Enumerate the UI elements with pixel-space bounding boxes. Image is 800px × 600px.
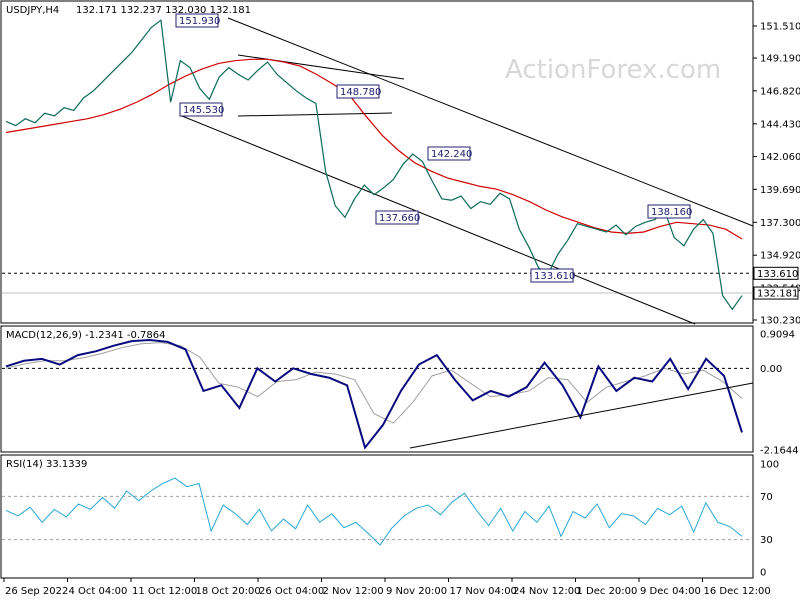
rsi-panel-frame [0,454,754,579]
chart-header: USDJPY,H4 [6,5,59,16]
rsi-line [5,477,743,546]
support-price-label: 133.610 [757,269,798,280]
annotation-box [179,102,223,117]
x-tick-label: 11 Oct 12:00 [132,586,197,597]
trend-lines [181,17,754,325]
annotation-label: 137.660 [379,213,420,224]
macd-trend-line [409,382,754,449]
macd-signal-line [5,342,743,424]
price-tick-label: 137.300 [760,218,800,229]
price-tick-label: 149.190 [760,54,800,65]
price-panel-frame [0,0,754,324]
moving-average-line [5,58,743,240]
x-tick-label: 1 Dec 20:00 [577,586,638,597]
x-tick-label: 26 Oct 04:00 [259,586,324,597]
annotation-label: 145.530 [183,105,224,116]
annotation-label: 151.930 [179,16,220,27]
price-tick-label: 134.920 [760,251,800,262]
triangle-lower-line [237,112,393,117]
annotation-label: 148.780 [340,87,381,98]
annotation-label: 142.240 [431,149,472,160]
rsi-layer: 100 70 30 0 [2,460,779,579]
x-tick-label: 16 Dec 12:00 [704,586,771,597]
current-price-box [753,286,799,300]
annotation-box [427,146,471,161]
x-tick-label: 26 Sep 2022 [5,586,68,597]
annotation-box [175,13,219,28]
annotation-label: 138.160 [651,207,692,218]
price-annotations: 151.930 145.530 148.780 142.240 137.660 133.6… [175,13,692,283]
price-tick-label: 139.690 [760,185,800,196]
macd-layer: 0.9094 0.00 -2.1644 [2,330,799,457]
current-price-label: 132.181 [757,289,798,300]
macd-label: MACD(12,26,9) -1.2341 -0.7864 [6,330,166,341]
rsi-tick-label: 0 [760,568,766,579]
annotation-box [530,268,574,283]
price-lines [5,19,743,311]
macd-tick-label: 0.00 [760,364,782,375]
annotation-box [336,84,380,99]
price-line [5,19,743,311]
rsi-tick-label: 70 [760,492,773,503]
price-tick-label: 130.230 [760,316,800,327]
x-tick-label: 9 Nov 20:00 [386,586,447,597]
price-grid [2,272,752,294]
channel-upper-line [227,17,754,227]
price-tick-label: 151.510 [760,22,800,33]
annotation-label: 133.610 [534,271,575,282]
price-tick-label: 146.820 [760,86,800,97]
support-price-box [753,266,799,280]
rsi-tick-label: 100 [760,460,779,471]
price-tick-label: 142.060 [760,152,800,163]
price-axis: 151.510 149.190 146.820 144.430 142.060 139.6… [753,22,800,327]
x-tick-label: 2 Nov 12:00 [323,586,384,597]
x-tick-label: 24 Nov 12:00 [513,586,580,597]
macd-tick-label: 0.9094 [760,330,795,341]
x-tick-label: 18 Oct 20:00 [196,586,261,597]
channel-lower-line [181,115,696,325]
watermark: ActionForex.com [505,55,721,85]
rsi-label: RSI(14) 33.1339 [6,459,87,470]
price-tick-label: 144.430 [760,119,800,130]
x-tick-label: 4 Oct 04:00 [69,586,128,597]
annotation-box [375,210,419,225]
annotation-box [647,204,691,219]
macd-line [5,339,743,450]
x-tick-label: 9 Dec 04:00 [640,586,701,597]
macd-tick-label: -2.1644 [760,446,799,457]
rsi-tick-label: 30 [760,535,773,546]
x-tick-label: 17 Nov 04:00 [450,586,517,597]
chart-header-ohlc: 132.171 132.237 132.030 132.181 [76,5,251,16]
